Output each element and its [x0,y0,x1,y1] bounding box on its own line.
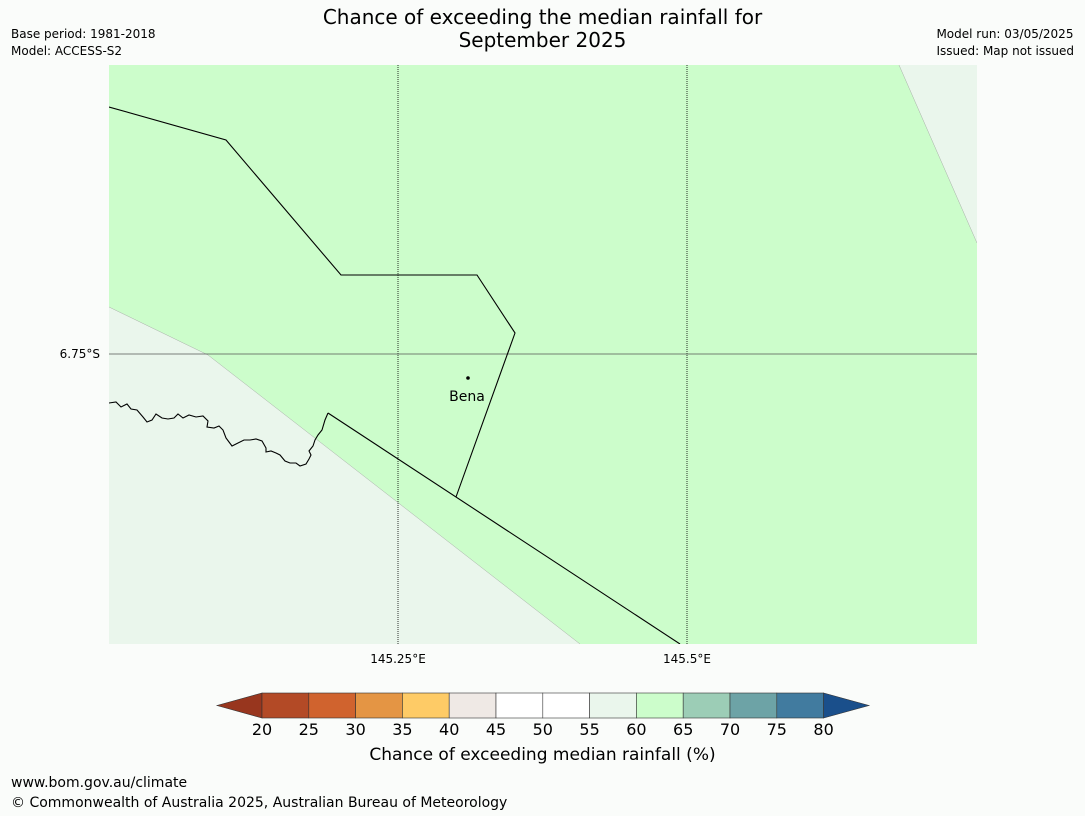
rainfall-band-55-60-southwest [109,307,580,644]
colorbar-swatch [729,692,778,719]
colorbar-tick-label: 35 [392,720,412,739]
place-label-bena: Bena [449,389,485,405]
colorbar-swatch [308,692,356,719]
colorbar-swatch [682,692,731,719]
model-run: Model run: 03/05/2025 [936,27,1074,41]
colorbar-swatch [589,692,637,719]
meta-right: Model run: 03/05/2025 Issued: Map not is… [936,26,1074,60]
band-contour [207,354,581,644]
colorbar-swatch [776,692,824,719]
map-canvas: Bena 6.75°S 145.25°E 145.5°E 20 25 30 35 40 4… [60,65,977,739]
colorbar-tick-label: 60 [626,720,646,739]
band-contour [109,306,209,356]
band-contour [898,65,977,244]
base-period: Base period: 1981-2018 [11,27,156,41]
issued-status: Issued: Map not issued [936,44,1074,58]
colorbar-swatch [261,692,310,719]
colorbar-tick-label: 45 [486,720,506,739]
colorbar-tick-label: 65 [673,720,693,739]
province-boundary [109,106,516,498]
map-title: Chance of exceeding the median rainfall … [0,6,1085,52]
footer-copyright: © Commonwealth of Australia 2025, Austra… [11,795,508,811]
colorbar-under-arrow [215,692,263,719]
colorbar-swatch [636,692,684,719]
colorbar-over-arrow [823,692,871,719]
colorbar-tick-label: 20 [252,720,272,739]
footer-url: www.bom.gov.au/climate [11,775,188,791]
colorbar-tick-label: 30 [345,720,365,739]
colorbar-tick-label: 55 [579,720,599,739]
latitude-label: 6.75°S [60,347,100,361]
colorbar-tick-label: 75 [767,720,787,739]
bena-location-dot [466,376,470,380]
colorbar-tick-label: 50 [533,720,553,739]
map-area [109,65,977,644]
longitude-label-145-25: 145.25°E [370,652,426,666]
colorbar-swatch [448,692,497,719]
colorbar-tick-label: 70 [720,720,740,739]
colorbar: 20 25 30 35 40 45 50 55 60 65 70 75 80 [215,692,871,739]
title-line-2: September 2025 [458,28,627,52]
colorbar-swatch [402,692,450,719]
colorbar-swatch [495,692,544,719]
colorbar-swatch [355,692,403,719]
colorbar-swatch [542,692,590,719]
colorbar-tick-label: 25 [299,720,319,739]
colorbar-tick-label: 80 [813,720,833,739]
title-line-1: Chance of exceeding the median rainfall … [322,5,763,29]
meta-left: Base period: 1981-2018 Model: ACCESS-S2 [11,26,156,60]
province-boundary-south [327,412,681,644]
colorbar-label: Chance of exceeding median rainfall (%) [369,745,716,765]
river-line [109,401,329,467]
model-name: Model: ACCESS-S2 [11,44,123,58]
colorbar-tick-label: 40 [439,720,459,739]
longitude-label-145-5: 145.5°E [663,652,711,666]
